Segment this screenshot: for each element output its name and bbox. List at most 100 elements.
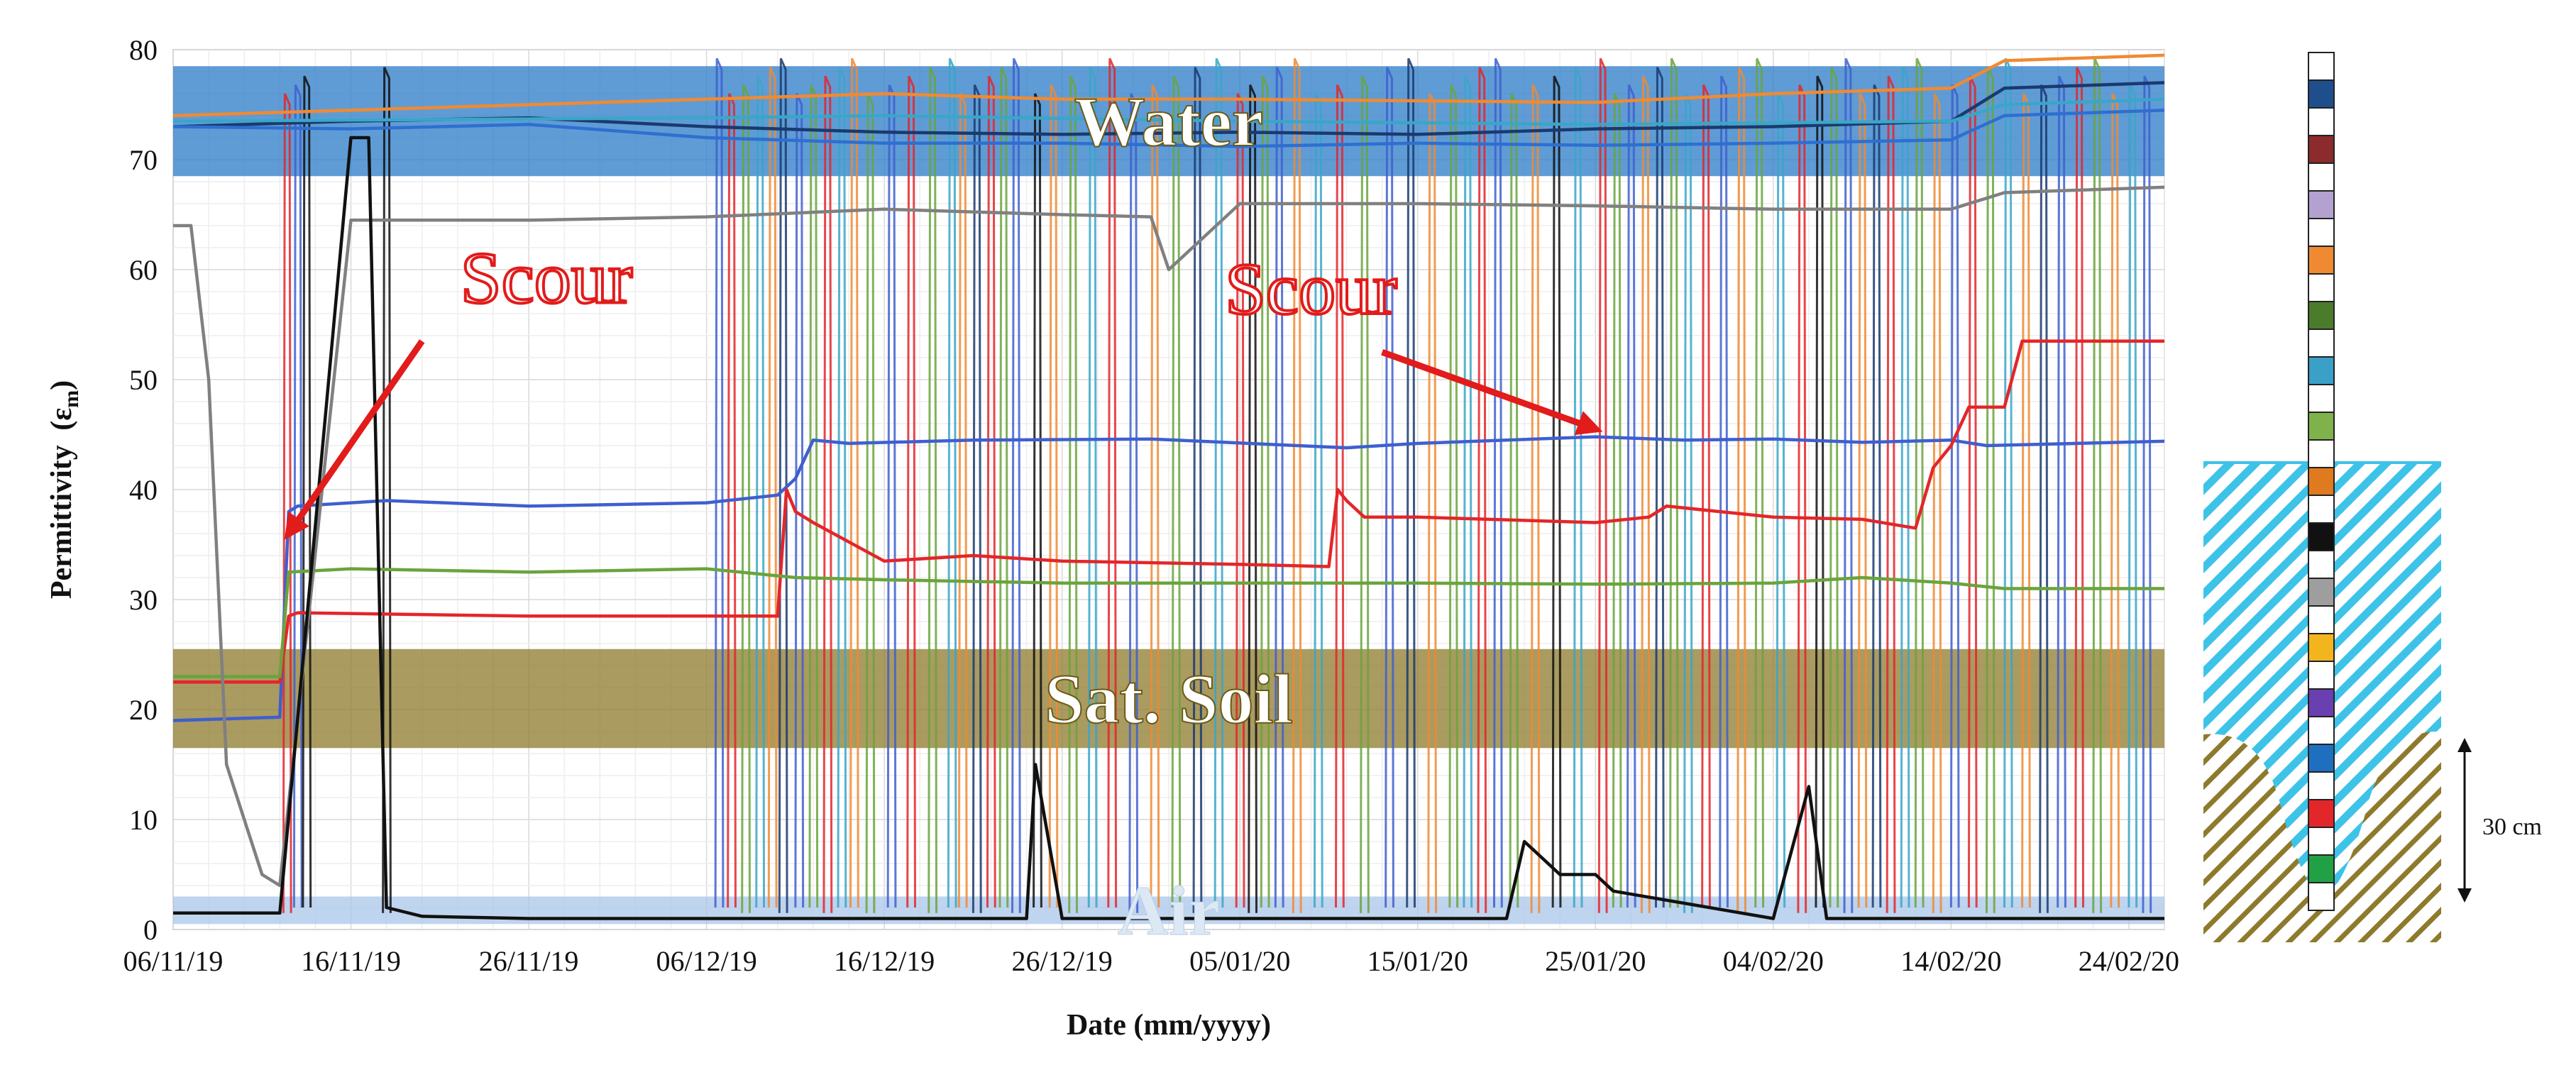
x-tick-label: 26/12/19 (1012, 945, 1113, 977)
spike-line (1736, 67, 1746, 913)
spike-line (1857, 93, 1868, 908)
sensor-cell (2308, 246, 2335, 275)
sensor-cell (2308, 578, 2335, 607)
series-sensor-gray (173, 185, 2164, 888)
x-tick-label: 16/12/19 (834, 945, 935, 977)
spike-line (1797, 84, 1807, 913)
band-label-sat-soil: Sat. Soil (1045, 660, 1293, 739)
spike-line (971, 84, 982, 913)
sensor-cell (2308, 107, 2335, 136)
sensor-cell (2308, 605, 2335, 634)
spike-line (1985, 67, 1996, 913)
scale-label: 30 cm (2482, 814, 2542, 840)
spike-line (998, 67, 1009, 908)
spike-line (2057, 75, 2066, 908)
spike-line (1385, 67, 1394, 908)
sensor-cell (2308, 329, 2335, 358)
sensor-cell (2308, 799, 2335, 828)
spike-line (1448, 84, 1459, 908)
sensor-cell (2308, 301, 2335, 330)
spike-line (1068, 75, 1078, 913)
sensor-cell (2308, 661, 2335, 690)
spike-line (1171, 75, 1182, 908)
spike-line (1260, 75, 1270, 908)
spike-line (794, 93, 805, 908)
band-label-air: Air (1118, 871, 1220, 950)
y-tick-label: 60 (129, 254, 158, 286)
spike-line (714, 57, 725, 908)
spike-line (2003, 57, 2013, 908)
scour-label: Scour (461, 238, 633, 319)
y-tick-label: 30 (129, 584, 158, 616)
spike-line (1654, 67, 1665, 908)
spike-line (2110, 93, 2120, 908)
spike-line (837, 67, 847, 908)
y-axis-title-subscript: m (60, 390, 83, 408)
sensor-cell (2308, 79, 2335, 109)
spike-line (1274, 67, 1284, 908)
spike-line (1087, 67, 1098, 908)
sensor-cells (2308, 52, 2335, 911)
spike-line (1573, 67, 1583, 908)
spike-line (1360, 75, 1370, 913)
sensor-cell (2308, 771, 2335, 800)
scale-arrow-top-head (2457, 738, 2472, 752)
sensor-cell (2308, 439, 2335, 468)
x-tick-label: 26/11/19 (479, 945, 579, 977)
scour-arrow (1381, 349, 1603, 436)
band-label-water: Water (1074, 82, 1264, 161)
sensor-cell (2308, 384, 2335, 413)
spike-line (822, 75, 833, 913)
x-axis-title: Date (mm/yyyy) (1067, 1009, 1271, 1042)
spike-line (1967, 75, 1978, 908)
sensor-cell (2308, 854, 2335, 883)
spike-line (1949, 84, 1960, 908)
spike-line (906, 75, 916, 908)
spike-line (1477, 67, 1487, 913)
spike-line (1914, 57, 1925, 908)
x-tick-label: 25/01/20 (1545, 945, 1646, 977)
plot-area: Water Sat. Soil Air Scour Scour (172, 49, 2165, 951)
spike-line (1048, 84, 1059, 908)
spike-line (1597, 57, 1608, 913)
series-sensor-mid-blue (173, 109, 2164, 148)
spike-line (1011, 57, 1021, 913)
y-tick-label: 50 (129, 364, 158, 396)
series-sensor-green (173, 567, 2164, 678)
spike-line (1815, 75, 1825, 908)
zone-labels: Water Sat. Soil Air (1044, 82, 1294, 951)
y-axis-title-text: Permittivity (45, 445, 78, 599)
spike-line (1900, 67, 1910, 908)
y-tick-label: 0 (143, 914, 158, 946)
x-tick-label: 14/02/20 (1900, 945, 2001, 977)
spike-line (957, 93, 968, 908)
spike-line (928, 67, 938, 913)
spike-line (1886, 75, 1896, 913)
spike-line (1843, 57, 1854, 913)
y-tick-label: 20 (129, 694, 158, 726)
sensor-cell (2308, 688, 2335, 717)
spike-line (865, 93, 876, 913)
y-tick-label: 80 (129, 34, 158, 66)
spike-line (767, 67, 778, 908)
y-axis-title-close: ) (45, 380, 78, 390)
y-axis-ticks: 0 10 20 30 40 50 60 70 80 (129, 34, 158, 946)
spike-line (1492, 57, 1503, 908)
sensor-cell (2308, 882, 2335, 911)
sensor-cell (2308, 522, 2335, 551)
series-sensor-orange (173, 53, 2164, 118)
sensor-cell (2308, 744, 2335, 773)
sensor-cell (2308, 495, 2335, 524)
band-sat-soil (173, 649, 2164, 749)
y-tick-label: 10 (129, 804, 158, 836)
sensor-cell (2308, 190, 2335, 219)
sensor-cell (2308, 162, 2335, 192)
sensor-cell (2308, 52, 2335, 81)
sensor-cell (2308, 218, 2335, 247)
scour-annotations: Scour Scour (284, 236, 1603, 540)
series-sensor-black (173, 136, 2164, 920)
spike-line (1776, 93, 1786, 908)
spike-line (2074, 67, 2084, 908)
spike-line (1932, 93, 1942, 913)
